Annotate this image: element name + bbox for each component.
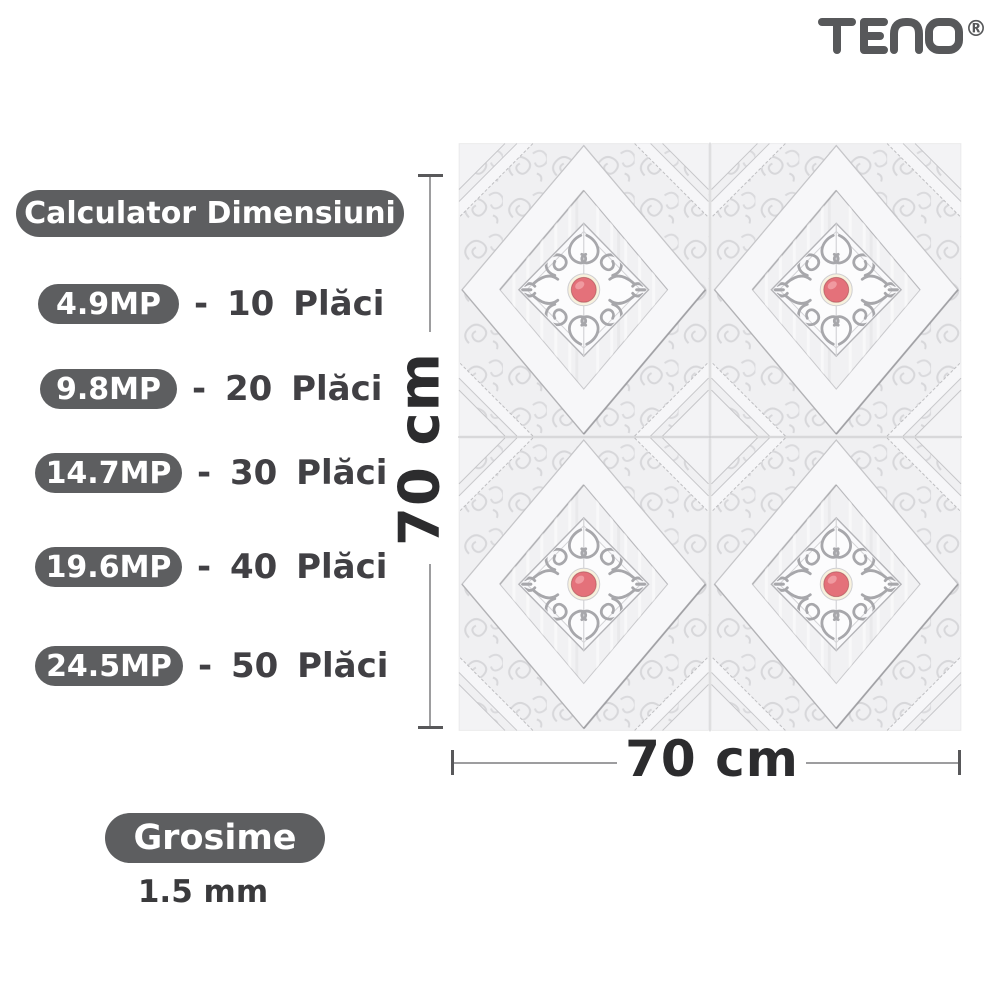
- thickness-value: 1.5 mm: [137, 874, 269, 910]
- width-dim-left-tick: [451, 750, 454, 775]
- height-dim-top-cap: [418, 174, 443, 177]
- area-pill: 14.7MP: [35, 453, 182, 493]
- logo-letter-o: [925, 18, 963, 54]
- plates-label: - 10 Plăci: [194, 284, 385, 324]
- width-dim-line-right: [806, 762, 958, 764]
- area-value: 4.9MP: [56, 286, 161, 322]
- wall-panel-photo: [458, 142, 962, 732]
- calc-row-2: 9.8MP - 20 Plăci: [40, 369, 382, 409]
- width-dim-line-left: [454, 762, 617, 764]
- area-pill: 9.8MP: [40, 369, 177, 409]
- thickness-title: Grosime: [133, 818, 297, 858]
- calc-row-1: 4.9MP - 10 Plăci: [38, 284, 384, 324]
- calculator-title-pill: Calculator Dimensiuni: [16, 190, 404, 237]
- thickness-title-pill: Grosime: [105, 813, 325, 863]
- plates-label: - 20 Plăci: [192, 369, 383, 409]
- height-dim-line-upper: [429, 177, 431, 332]
- calc-row-3: 14.7MP - 30 Plăci: [35, 453, 387, 493]
- height-dim-bottom-cap: [418, 726, 443, 729]
- area-value: 24.5MP: [46, 648, 172, 684]
- area-value: 19.6MP: [45, 549, 172, 585]
- plates-label: - 50 Plăci: [198, 646, 389, 686]
- teno-logo: TENO ®: [818, 17, 987, 54]
- calc-row-4: 19.6MP - 40 Plăci: [35, 547, 387, 587]
- calculator-title: Calculator Dimensiuni: [24, 196, 396, 231]
- width-dim-right-tick: [958, 750, 961, 775]
- height-dim-label: 70 cm: [387, 352, 453, 546]
- registered-mark: ®: [965, 17, 987, 42]
- area-value: 9.8MP: [56, 371, 161, 407]
- height-dim-line-lower: [429, 564, 431, 726]
- calc-row-5: 24.5MP - 50 Plăci: [35, 646, 388, 686]
- area-value: 14.7MP: [45, 455, 172, 491]
- area-pill: 24.5MP: [35, 646, 183, 686]
- area-pill: 19.6MP: [35, 547, 182, 587]
- width-dim-label: 70 cm: [625, 730, 799, 788]
- plates-label: - 30 Plăci: [197, 453, 388, 493]
- logo-letter-n: [890, 18, 923, 54]
- plates-label: - 40 Plăci: [197, 547, 388, 587]
- area-pill: 4.9MP: [38, 284, 179, 324]
